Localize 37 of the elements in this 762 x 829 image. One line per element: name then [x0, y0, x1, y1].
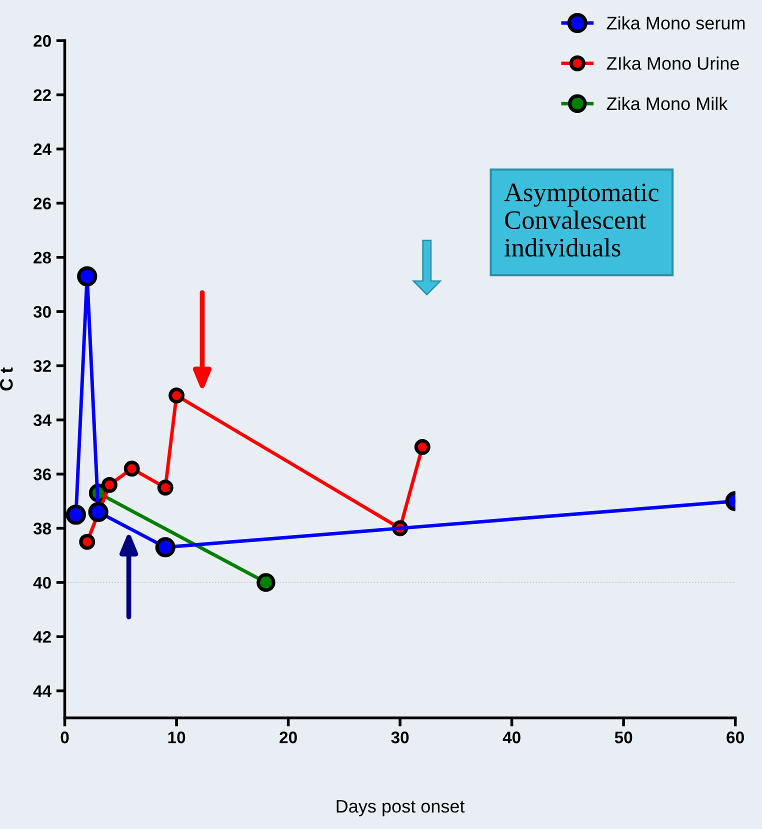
x-tick-label: 20 — [280, 732, 297, 744]
x-axis-title: Days post onset — [336, 800, 465, 816]
x-tick-label: 30 — [391, 732, 409, 744]
y-axis-title: C t — [0, 367, 13, 391]
point — [79, 534, 96, 550]
point — [168, 388, 185, 404]
point — [256, 573, 276, 592]
x-tick-label: 50 — [614, 732, 632, 744]
legend-label: Zika Mono Milk — [606, 96, 728, 110]
y-tick-label: 32 — [33, 360, 51, 372]
x-tick-label: 40 — [502, 732, 520, 744]
point — [101, 476, 118, 493]
y-tick-label: 36 — [33, 468, 51, 480]
x-tick-label: 60 — [726, 732, 744, 744]
y-tick-label: 44 — [33, 685, 52, 697]
point — [88, 502, 108, 522]
y-tick-label: 22 — [34, 89, 51, 101]
y-tick-label: 42 — [33, 631, 51, 643]
y-tick-label: 20 — [34, 35, 51, 47]
legend-label: Zika Mono serum — [606, 16, 745, 30]
point — [77, 266, 98, 286]
y-tick-label: 40 — [33, 576, 51, 589]
y-tick-label: 34 — [33, 414, 52, 426]
legend-label: ZIka Mono Urine — [606, 56, 739, 70]
point — [124, 460, 140, 477]
point — [414, 439, 430, 455]
y-tick-label: 38 — [33, 522, 52, 534]
annotation: Asymptomatic Convalescent individuals — [504, 184, 659, 257]
y-tick-label: 30 — [33, 306, 51, 318]
point — [157, 480, 174, 496]
y-tick-label: 24 — [34, 143, 52, 156]
point — [155, 537, 176, 558]
point — [66, 504, 86, 525]
x-tick-label: 10 — [168, 732, 186, 744]
y-tick-label: 26 — [34, 198, 51, 210]
x-tick-label: 0 — [60, 732, 69, 744]
y-tick-label: 28 — [34, 252, 52, 264]
